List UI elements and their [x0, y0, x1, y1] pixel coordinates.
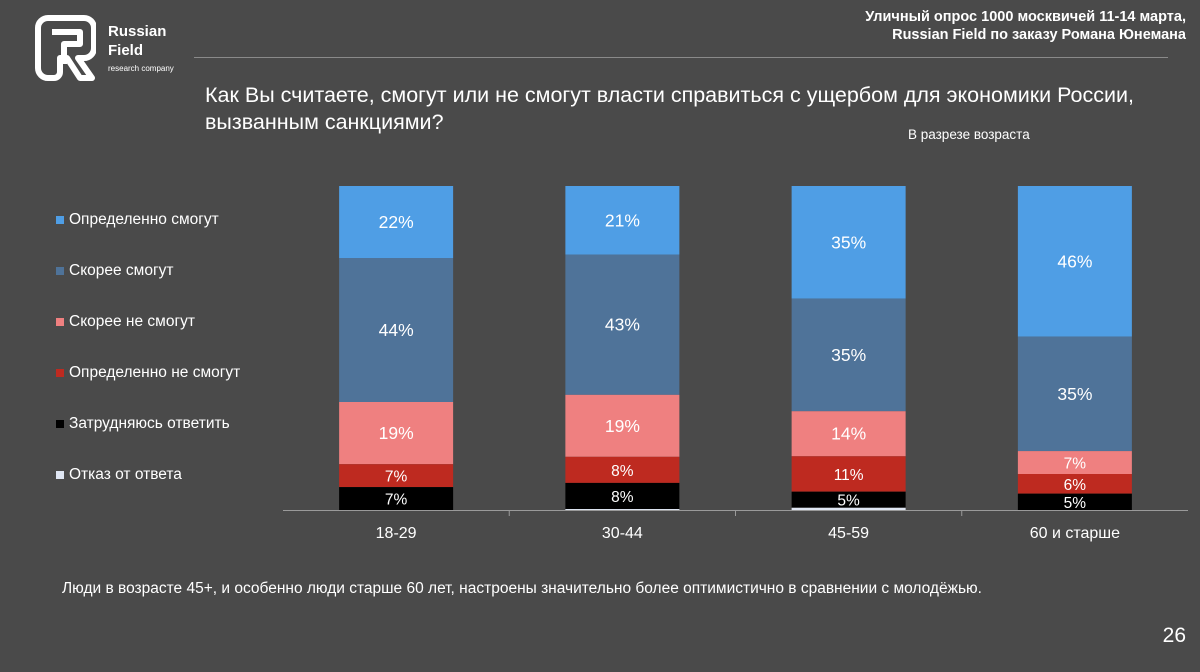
data-label: 44%: [379, 320, 414, 340]
bar-segment-4-4: [1017, 474, 1132, 494]
legend-item: Определенно не смогут: [56, 363, 240, 383]
data-label: 14%: [831, 424, 866, 444]
legend-item: Затрудняюсь ответить: [56, 414, 230, 434]
bar-segment-3-1: [339, 402, 454, 465]
data-label: 7%: [385, 469, 408, 486]
data-label: 43%: [605, 315, 640, 335]
bar-segment-1-1: [339, 186, 454, 258]
company-logo: Russian Field research company: [34, 14, 184, 84]
bar-segment-1-2: [565, 186, 680, 255]
legend-label: Определенно смогут: [69, 211, 219, 228]
chart-subtitle: В разрезе возраста: [908, 127, 1030, 142]
legend-item: Скорее не смогут: [56, 312, 195, 332]
bar-segment-2-3: [791, 298, 906, 412]
legend-label: Отказ от ответа: [69, 466, 182, 483]
logo-name-line2: Field: [108, 42, 144, 59]
data-label: 21%: [605, 210, 640, 230]
legend-swatch: [56, 318, 64, 326]
logo-name-line1: Russian: [108, 23, 167, 40]
legend-swatch: [56, 216, 64, 224]
legend-item: Отказ от ответа: [56, 465, 182, 485]
x-tick-label: 60 и старше: [1030, 525, 1120, 542]
legend-label: Затрудняюсь ответить: [69, 415, 230, 432]
logo-tagline: research company: [108, 64, 174, 73]
legend-label: Скорее не смогут: [69, 313, 195, 330]
data-label: 5%: [1064, 495, 1087, 512]
bar-segment-5-2: [565, 482, 680, 510]
data-label: 5%: [837, 493, 860, 510]
data-label: 35%: [831, 345, 866, 365]
bar-segment-3-2: [565, 394, 680, 457]
bar-segment-1-3: [791, 186, 906, 299]
legend-swatch: [56, 420, 64, 428]
bar-segment-5-3: [791, 491, 906, 508]
bar-segment-4-2: [565, 456, 680, 483]
source-line2: Russian Field по заказу Романа Юнемана: [892, 27, 1186, 43]
data-label: 11%: [834, 467, 864, 484]
bar-segment-6-3: [791, 507, 906, 510]
data-label: 35%: [1057, 384, 1092, 404]
legend-item: Скорее смогут: [56, 261, 173, 281]
legend-swatch: [56, 267, 64, 275]
bar-segment-2-4: [1017, 336, 1132, 452]
bar-segment-4-1: [339, 464, 454, 488]
survey-source: Уличный опрос 1000 москвичей 11-14 марта…: [726, 8, 1186, 44]
footnote: Люди в возрасте 45+, и особенно люди ста…: [62, 580, 982, 597]
data-label: 19%: [605, 416, 640, 436]
data-label: 6%: [1064, 477, 1087, 494]
bar-segment-5-4: [1017, 493, 1132, 510]
x-tick-label: 30-44: [602, 525, 643, 542]
data-label: 46%: [1057, 251, 1092, 271]
logo-wordmark: Russian Field: [108, 22, 166, 60]
chart-title: Как Вы считаете, смогут или не смогут вл…: [205, 83, 1134, 134]
data-label: 35%: [831, 232, 866, 252]
data-label: 22%: [379, 212, 414, 232]
bar-segment-2-1: [339, 258, 454, 402]
data-label: 8%: [611, 489, 634, 506]
bar-segment-3-4: [1017, 451, 1132, 474]
x-tick-label: 45-59: [828, 525, 869, 542]
header-divider: [194, 57, 1168, 58]
data-label: 19%: [379, 423, 414, 443]
page-number: 26: [1162, 624, 1186, 647]
bar-segment-2-2: [565, 254, 680, 395]
legend-label: Скорее смогут: [69, 262, 174, 279]
bar-segment-6-2: [565, 509, 680, 510]
x-tick-label: 18-29: [376, 525, 417, 542]
legend-swatch: [56, 369, 64, 377]
data-label: 7%: [1064, 456, 1087, 473]
bar-segment-3-3: [791, 411, 906, 457]
legend-label: Определенно не смогут: [69, 364, 241, 381]
data-label: 7%: [385, 492, 408, 509]
source-line1: Уличный опрос 1000 москвичей 11-14 марта…: [865, 9, 1186, 25]
legend-swatch: [56, 471, 64, 479]
bar-segment-4-3: [791, 456, 906, 492]
bar-segment-1-4: [1017, 186, 1132, 337]
russian-field-logo-icon: [35, 15, 96, 81]
legend-item: Определенно смогут: [56, 210, 219, 230]
data-label: 8%: [611, 463, 634, 480]
bar-segment-5-1: [339, 487, 454, 510]
